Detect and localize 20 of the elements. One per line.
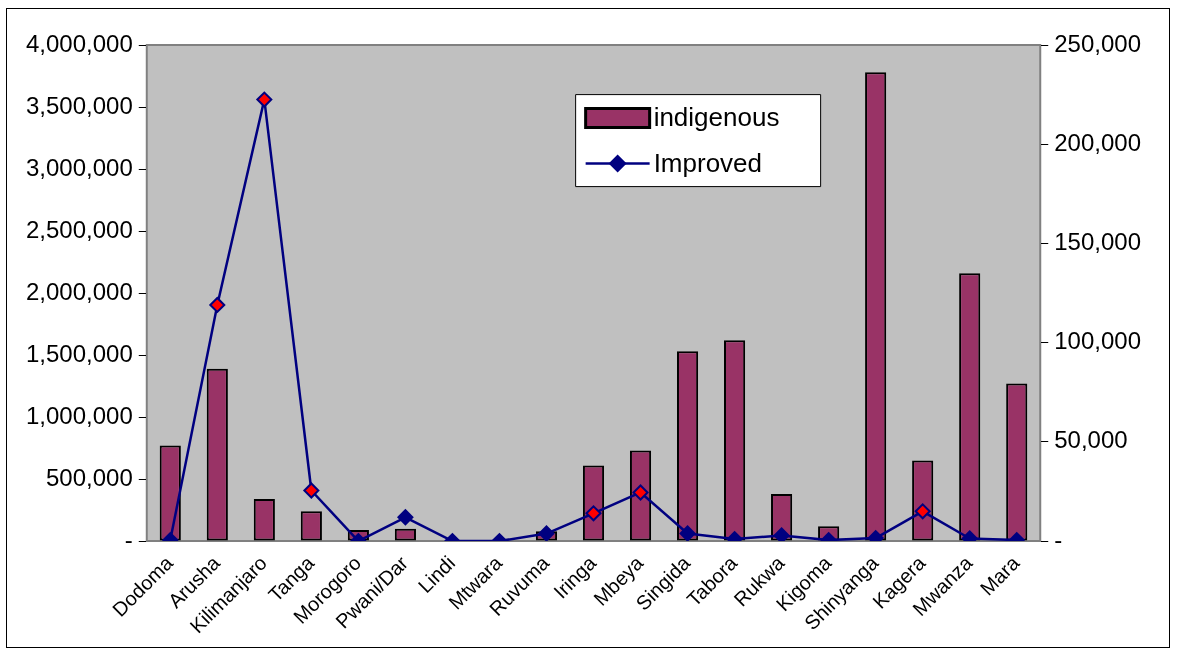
y-tick-label: 3,500,000: [25, 91, 133, 119]
point: [773, 527, 790, 542]
y2-tick-label: 150,000: [1054, 228, 1142, 256]
point: [209, 296, 226, 313]
y-tick-label: 1,500,000: [25, 339, 133, 367]
y2-tick-label: 50,000: [1054, 426, 1128, 454]
y2-tick-label: 200,000: [1054, 128, 1142, 156]
y-tick-label: 1,000,000: [25, 401, 133, 429]
y-tick-label: 2,500,000: [25, 215, 133, 243]
y-tick-label: 2,000,000: [25, 277, 133, 305]
y-tick-label: 4,000,000: [25, 29, 133, 57]
legend-label: Improved: [653, 147, 763, 178]
point: [256, 91, 273, 108]
y2-tick-label: -: [1054, 525, 1063, 553]
y-tick-label: -: [124, 525, 133, 553]
y2-tick-label: 250,000: [1054, 29, 1142, 57]
y-tick-label: 500,000: [46, 463, 133, 491]
y-tick-label: 3,000,000: [25, 153, 133, 181]
y2-tick-label: 100,000: [1054, 327, 1142, 355]
legend-label: indigenous: [653, 101, 780, 132]
